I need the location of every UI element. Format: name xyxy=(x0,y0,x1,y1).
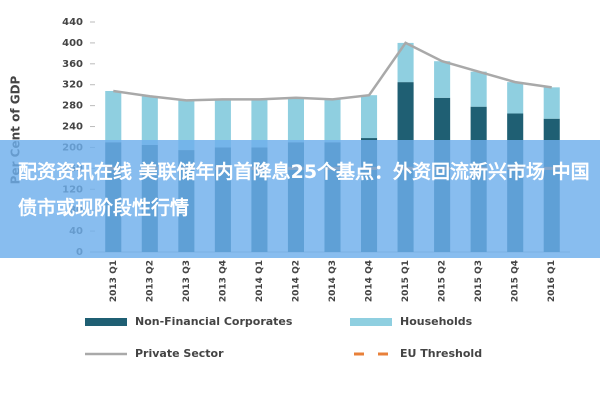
x-tick-label: 2014 Q4 xyxy=(365,260,375,302)
x-tick-label: 2013 Q3 xyxy=(182,260,192,302)
x-tick-label: 2015 Q1 xyxy=(401,260,411,302)
y-tick-label: 280 xyxy=(62,101,83,112)
x-tick-label: 2014 Q2 xyxy=(291,260,301,302)
y-tick-label: 240 xyxy=(62,122,83,133)
y-tick-label: 400 xyxy=(62,38,83,49)
bar xyxy=(105,91,122,143)
x-tick-label: 2013 Q2 xyxy=(145,260,155,302)
bar xyxy=(361,95,378,139)
x-tick-label: 2013 Q4 xyxy=(218,260,228,302)
x-tick-label: 2014 Q3 xyxy=(328,260,338,302)
x-tick-label: 2013 Q1 xyxy=(109,260,119,302)
bar xyxy=(397,42,414,83)
line xyxy=(113,41,552,102)
x-tick-label: 2016 Q1 xyxy=(547,260,557,302)
bar xyxy=(178,100,195,151)
y-tick-label: 440 xyxy=(62,17,83,28)
y-tick-label: 360 xyxy=(62,59,83,70)
banner: 配资资讯在线 美联储年内首降息25个基点：外资回流新兴市场 中国债市或现阶段性行… xyxy=(0,140,600,258)
x-tick-label: 2015 Q2 xyxy=(438,260,448,302)
bar xyxy=(141,96,158,145)
x-tick-label: 2015 Q3 xyxy=(474,260,484,302)
bar xyxy=(251,99,268,148)
bar xyxy=(324,99,341,143)
legend-label: Households xyxy=(400,315,473,328)
legend-label: Non-Financial Corporates xyxy=(135,315,293,328)
bar xyxy=(287,97,304,143)
legend-swatch xyxy=(85,318,127,326)
x-tick-label: 2015 Q4 xyxy=(511,260,521,302)
bar xyxy=(507,82,524,114)
bar xyxy=(470,71,487,107)
y-tick-label: 320 xyxy=(62,80,83,91)
bar xyxy=(434,61,451,98)
legend-swatch xyxy=(350,318,392,326)
legend-label: EU Threshold xyxy=(400,347,482,360)
bar xyxy=(214,99,231,148)
bar xyxy=(543,87,560,119)
legend-label: Private Sector xyxy=(135,347,224,360)
x-tick-label: 2014 Q1 xyxy=(255,260,265,302)
